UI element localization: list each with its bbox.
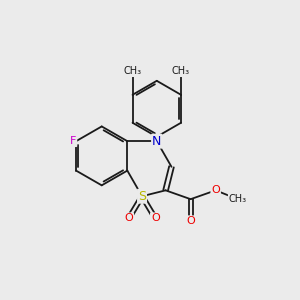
Text: CH₃: CH₃ <box>229 194 247 204</box>
Text: O: O <box>186 216 195 226</box>
Text: O: O <box>151 213 160 223</box>
Text: N: N <box>152 135 161 148</box>
Text: O: O <box>211 185 220 195</box>
Text: CH₃: CH₃ <box>124 66 142 76</box>
Text: F: F <box>70 136 76 146</box>
Text: O: O <box>124 213 133 223</box>
Text: S: S <box>138 190 146 203</box>
Text: CH₃: CH₃ <box>172 66 190 76</box>
